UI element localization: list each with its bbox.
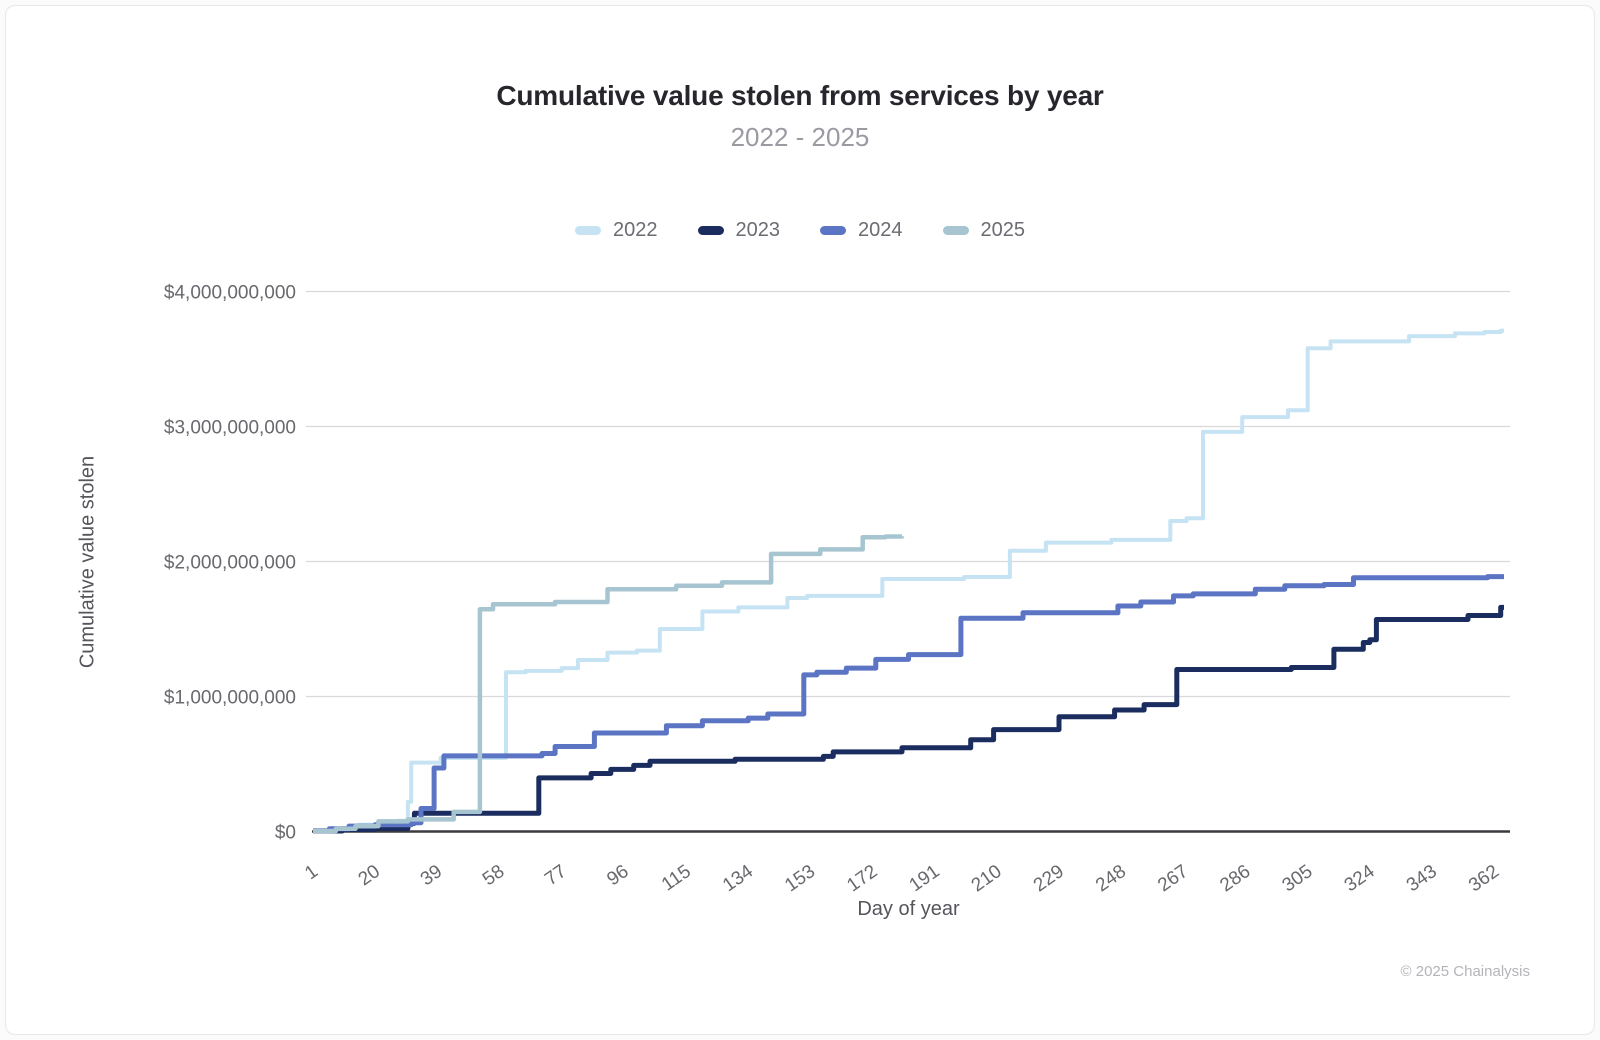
chart-subtitle: 2022 - 2025 — [730, 122, 870, 152]
x-tick-label: 267 — [1154, 861, 1192, 896]
x-tick-label: 229 — [1030, 861, 1068, 896]
copyright-footer: © 2025 Chainalysis — [1400, 963, 1530, 980]
legend-item-2022[interactable]: 2022 — [575, 219, 658, 242]
x-tick-label: 248 — [1092, 861, 1130, 896]
x-tick-label: 153 — [781, 861, 819, 896]
x-tick-label: 96 — [603, 861, 632, 890]
x-axis-title: Day of year — [857, 898, 960, 920]
series-line-2024 — [313, 574, 1504, 834]
x-tick-label: 343 — [1403, 861, 1441, 896]
legend-item-2023[interactable]: 2023 — [697, 219, 781, 242]
series-line-2023 — [313, 604, 1504, 834]
series-line-2022 — [313, 328, 1504, 833]
legend-label-2024: 2024 — [858, 219, 903, 241]
legend-label-2023: 2023 — [735, 219, 781, 241]
legend-label-2025: 2025 — [980, 219, 1026, 241]
chart-card — [5, 5, 1595, 1035]
x-tick-label: 286 — [1216, 861, 1254, 896]
x-tick-label: 172 — [843, 861, 881, 896]
x-tick-label: 58 — [479, 861, 508, 890]
legend-item-2024[interactable]: 2024 — [820, 219, 903, 242]
y-axis-title: Cumulative value stolen — [76, 455, 99, 669]
x-tick-label: 115 — [658, 861, 695, 896]
x-tick-label: 1 — [301, 861, 322, 884]
legend-item-2025[interactable]: 2025 — [942, 219, 1026, 242]
x-tick-label: 305 — [1279, 861, 1317, 896]
chart-title: Cumulative value stolen from services by… — [496, 80, 1104, 111]
legend-swatch-2023 — [697, 226, 724, 235]
legend-swatch-2024 — [820, 226, 846, 235]
x-tick-label: 210 — [968, 861, 1006, 896]
legend-swatch-2022 — [575, 226, 601, 235]
x-tick-label: 362 — [1465, 861, 1503, 896]
legend-swatch-2025 — [942, 226, 969, 235]
y-tick-label: $1,000,000,000 — [164, 688, 296, 709]
x-tick-label: 77 — [541, 861, 570, 890]
y-tick-label: $0 — [275, 823, 296, 844]
x-tick-label: 39 — [417, 861, 446, 890]
legend: 2022 2023 2024 2025 — [0, 219, 1600, 242]
legend-label-2022: 2022 — [613, 219, 658, 241]
x-tick-label: 191 — [906, 861, 944, 896]
x-tick-label: 20 — [355, 861, 384, 890]
x-tick-label: 324 — [1341, 861, 1379, 897]
y-tick-label: $4,000,000,000 — [164, 283, 296, 304]
x-tick-label: 134 — [719, 861, 757, 897]
y-tick-label: $3,000,000,000 — [164, 418, 296, 439]
y-tick-label: $2,000,000,000 — [164, 553, 296, 574]
series-line-2025 — [313, 534, 905, 834]
